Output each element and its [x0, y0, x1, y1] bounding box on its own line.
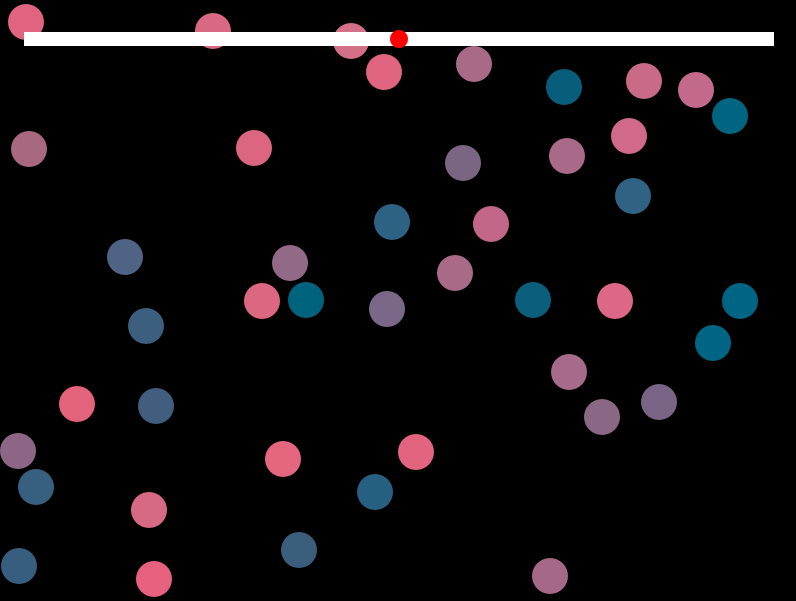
ball-43: [532, 558, 568, 594]
ball-28: [695, 325, 731, 361]
ball-10: [611, 118, 647, 154]
ball-6: [546, 69, 582, 105]
ball-9: [712, 98, 748, 134]
ball-27: [128, 308, 164, 344]
ball-1: [8, 4, 44, 40]
ball-4: [366, 54, 402, 90]
ball-38: [357, 474, 393, 510]
ball-15: [615, 178, 651, 214]
progress-bar: [24, 30, 774, 48]
ball-19: [272, 245, 308, 281]
ball-40: [281, 532, 317, 568]
ball-25: [597, 283, 633, 319]
ball-20: [437, 255, 473, 291]
ball-35: [398, 434, 434, 470]
ball-23: [369, 291, 405, 327]
ball-12: [11, 131, 47, 167]
ball-26: [722, 283, 758, 319]
ball-30: [59, 386, 95, 422]
circle-layer: [0, 4, 758, 597]
ball-37: [18, 469, 54, 505]
ball-36: [265, 441, 301, 477]
ball-34: [0, 433, 36, 469]
ball-5: [456, 46, 492, 82]
ball-11: [549, 138, 585, 174]
ball-17: [473, 206, 509, 242]
ball-24: [515, 282, 551, 318]
ball-29: [551, 354, 587, 390]
ball-39: [131, 492, 167, 528]
ball-14: [445, 145, 481, 181]
ball-32: [584, 399, 620, 435]
ball-21: [244, 283, 280, 319]
ball-13: [236, 130, 272, 166]
progress-marker[interactable]: [390, 30, 408, 48]
ball-41: [1, 548, 37, 584]
ball-42: [136, 561, 172, 597]
ball-33: [641, 384, 677, 420]
ball-18: [107, 239, 143, 275]
ball-16: [374, 204, 410, 240]
ball-7: [626, 63, 662, 99]
ball-22: [288, 282, 324, 318]
ball-31: [138, 388, 174, 424]
ball-8: [678, 72, 714, 108]
